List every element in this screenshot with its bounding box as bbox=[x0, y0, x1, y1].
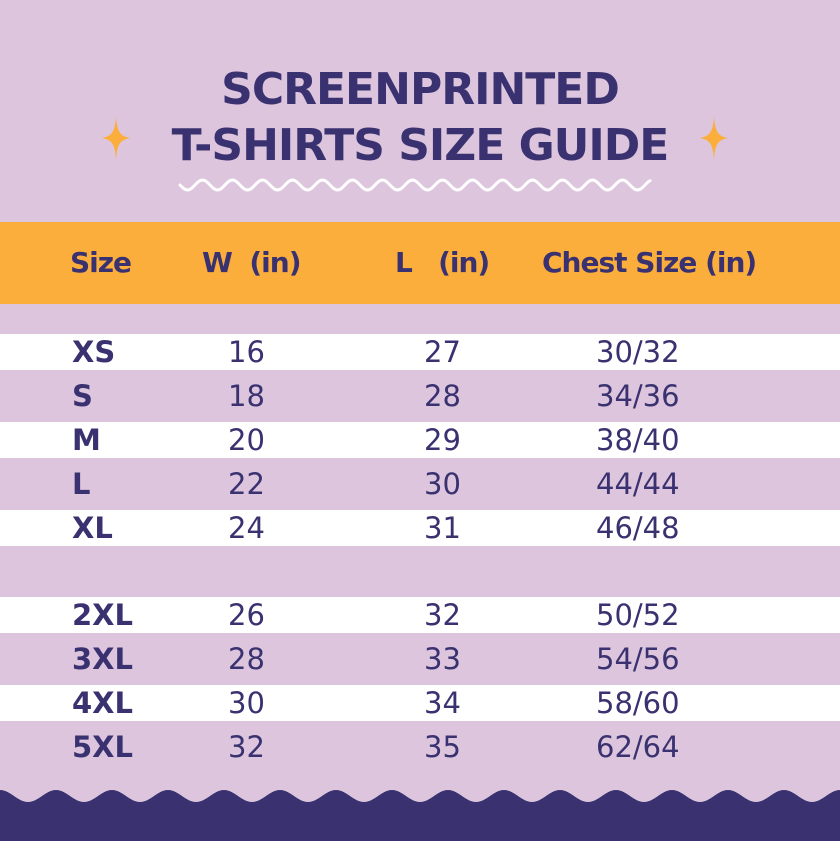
sparkle-icon bbox=[102, 116, 130, 160]
cell-chest: 38/40 bbox=[596, 423, 680, 457]
cell-size: 5XL bbox=[72, 730, 134, 764]
table-row: M 20 29 38/40 bbox=[0, 422, 840, 458]
title-line-1: SCREENPRINTED bbox=[221, 64, 620, 115]
table-row: 5XL 32 35 62/64 bbox=[0, 729, 840, 765]
cell-size: 3XL bbox=[72, 642, 134, 676]
table-row: 3XL 28 33 54/56 bbox=[0, 641, 840, 677]
cell-size: 2XL bbox=[72, 598, 134, 632]
cell-chest: 46/48 bbox=[596, 511, 680, 545]
cell-length: 27 bbox=[424, 335, 461, 369]
table-row: 2XL 26 32 50/52 bbox=[0, 597, 840, 633]
cell-width: 22 bbox=[228, 467, 265, 501]
header-width: W (in) bbox=[202, 246, 302, 279]
title-line-2: T-SHIRTS SIZE GUIDE bbox=[171, 120, 670, 171]
cell-width: 20 bbox=[228, 423, 265, 457]
cell-chest: 58/60 bbox=[596, 686, 680, 720]
cell-length: 29 bbox=[424, 423, 461, 457]
cell-size: XS bbox=[72, 335, 116, 369]
cell-width: 24 bbox=[228, 511, 265, 545]
wavy-underline-icon bbox=[178, 178, 652, 192]
cell-size: L bbox=[72, 467, 91, 501]
header-chest: Chest Size (in) bbox=[542, 246, 757, 279]
cell-chest: 50/52 bbox=[596, 598, 680, 632]
bottom-wave-decoration bbox=[0, 790, 840, 841]
cell-chest: 54/56 bbox=[596, 642, 680, 676]
cell-length: 32 bbox=[424, 598, 461, 632]
table-row: XS 16 27 30/32 bbox=[0, 334, 840, 370]
cell-width: 32 bbox=[228, 730, 265, 764]
cell-length: 34 bbox=[424, 686, 461, 720]
table-row: 4XL 30 34 58/60 bbox=[0, 685, 840, 721]
header-size: Size bbox=[70, 246, 132, 279]
cell-width: 26 bbox=[228, 598, 265, 632]
cell-size: S bbox=[72, 379, 93, 413]
cell-width: 18 bbox=[228, 379, 265, 413]
header-length: L (in) bbox=[395, 246, 490, 279]
cell-width: 30 bbox=[228, 686, 265, 720]
table-row: XL 24 31 46/48 bbox=[0, 510, 840, 546]
table-header: Size W (in) L (in) Chest Size (in) bbox=[0, 222, 840, 304]
sparkle-icon bbox=[700, 116, 728, 160]
cell-width: 16 bbox=[228, 335, 265, 369]
cell-size: 4XL bbox=[72, 686, 134, 720]
cell-length: 28 bbox=[424, 379, 461, 413]
title-block: SCREENPRINTED T-SHIRTS SIZE GUIDE bbox=[0, 62, 840, 174]
cell-length: 30 bbox=[424, 467, 461, 501]
cell-length: 31 bbox=[424, 511, 461, 545]
cell-chest: 34/36 bbox=[596, 379, 680, 413]
cell-length: 33 bbox=[424, 642, 461, 676]
cell-chest: 30/32 bbox=[596, 335, 680, 369]
cell-length: 35 bbox=[424, 730, 461, 764]
cell-chest: 44/44 bbox=[596, 467, 680, 501]
cell-chest: 62/64 bbox=[596, 730, 680, 764]
table-row: L 22 30 44/44 bbox=[0, 466, 840, 502]
cell-size: M bbox=[72, 423, 101, 457]
cell-width: 28 bbox=[228, 642, 265, 676]
cell-size: XL bbox=[72, 511, 113, 545]
table-row: S 18 28 34/36 bbox=[0, 378, 840, 414]
